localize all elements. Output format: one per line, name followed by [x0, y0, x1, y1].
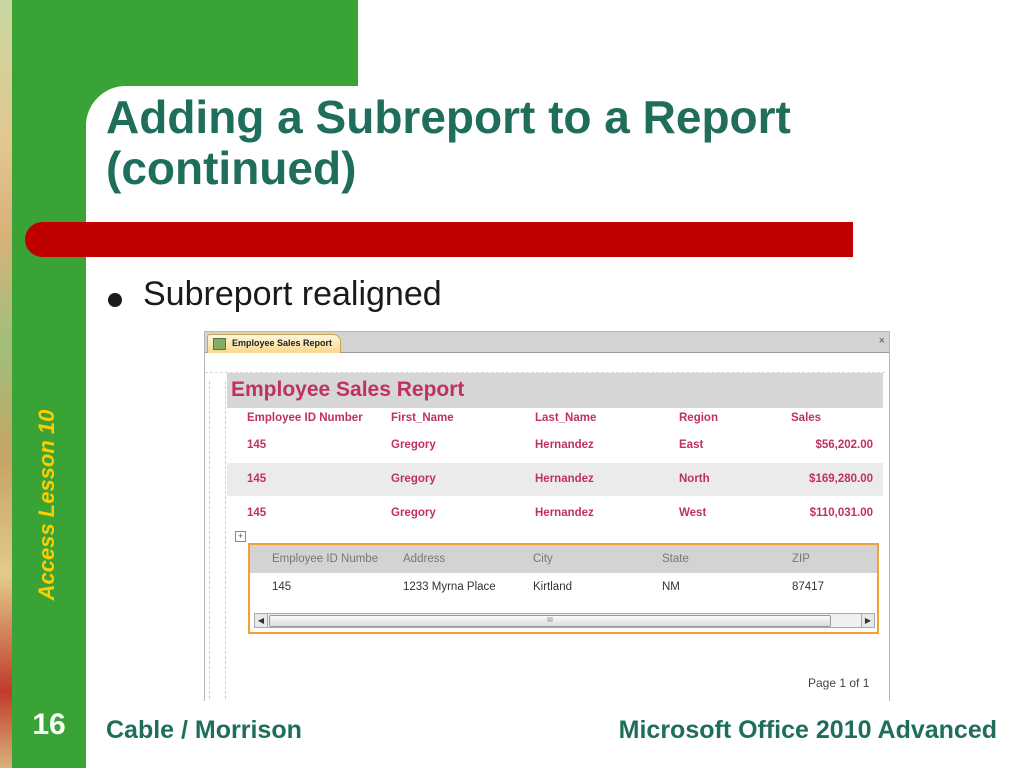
- report-tab-label: Employee Sales Report: [232, 338, 333, 348]
- report-icon: [213, 338, 226, 350]
- horizontal-scrollbar[interactable]: ◀ III ▶: [254, 613, 875, 628]
- report-row: 145 Gregory Hernandez West $110,031.00: [227, 497, 883, 530]
- top-green-band: [12, 0, 358, 86]
- sales-cell: $110,031.00: [809, 507, 873, 519]
- subreport-employee-id-cell: 145: [272, 581, 292, 593]
- subreport-zip-cell: 87417: [792, 581, 824, 593]
- subreport-city-cell: Kirtland: [533, 581, 572, 593]
- sales-cell: $169,280.00: [809, 473, 873, 485]
- report-tab[interactable]: Employee Sales Report: [207, 334, 341, 353]
- subreport-address-cell: 1233 Myrna Place: [403, 581, 496, 593]
- report-row: 145 Gregory Hernandez North $169,280.00: [227, 463, 883, 496]
- expand-icon[interactable]: +: [235, 531, 246, 542]
- subreport-header-state: State: [662, 553, 689, 565]
- report-canvas: Employee Sales Report Employee ID Number…: [205, 353, 889, 701]
- footer-course: Microsoft Office 2010 Advanced: [618, 716, 997, 744]
- region-cell: North: [679, 473, 710, 485]
- region-cell: West: [679, 507, 707, 519]
- subreport-header-zip: ZIP: [792, 553, 810, 565]
- close-icon[interactable]: ×: [878, 335, 885, 347]
- first-name-cell: Gregory: [391, 507, 436, 519]
- first-name-cell: Gregory: [391, 439, 436, 451]
- slide-number: 16: [32, 708, 66, 741]
- report-title: Employee Sales Report: [231, 378, 465, 401]
- document-tab-bar: Employee Sales Report ×: [205, 332, 889, 353]
- column-header-last-name: Last_Name: [535, 412, 597, 424]
- subreport-header-address: Address: [403, 553, 446, 565]
- subreport-header-employee-id: Employee ID Numbe: [272, 553, 379, 565]
- report-row: 145 Gregory Hernandez East $56,202.00: [227, 429, 883, 462]
- left-green-band: [12, 0, 86, 768]
- subreport-control[interactable]: Employee ID Numbe Address City State ZIP…: [248, 543, 879, 634]
- employee-id-cell: 145: [247, 473, 267, 485]
- guide-line: [225, 381, 226, 699]
- employee-id-cell: 145: [247, 507, 267, 519]
- decorative-photo-strip: [0, 0, 12, 768]
- sales-cell: $56,202.00: [815, 439, 873, 451]
- scroll-right-icon[interactable]: ▶: [861, 614, 874, 627]
- column-header-employee-id: Employee ID Number: [247, 412, 363, 424]
- guide-line: [205, 372, 885, 373]
- slide-title: Adding a Subreport to a Report (continue…: [106, 91, 791, 194]
- first-name-cell: Gregory: [391, 473, 436, 485]
- title-divider-bar: [25, 222, 853, 257]
- page-indicator: Page 1 of 1: [808, 676, 870, 690]
- lesson-side-label: Access Lesson 10: [19, 380, 75, 630]
- report-screenshot: Employee Sales Report × Employee Sales R…: [204, 331, 890, 701]
- bullet-icon: [108, 293, 122, 307]
- last-name-cell: Hernandez: [535, 473, 594, 485]
- guide-line: [209, 381, 210, 699]
- scroll-left-icon[interactable]: ◀: [255, 614, 268, 627]
- column-header-first-name: First_Name: [391, 412, 454, 424]
- subreport-state-cell: NM: [662, 581, 680, 593]
- report-header: Employee Sales Report: [227, 373, 883, 408]
- region-cell: East: [679, 439, 704, 451]
- last-name-cell: Hernandez: [535, 439, 594, 451]
- employee-id-cell: 145: [247, 439, 267, 451]
- scrollbar-thumb[interactable]: III: [269, 615, 831, 627]
- footer-authors: Cable / Morrison: [106, 716, 302, 744]
- subreport-header: Employee ID Numbe Address City State ZIP: [250, 545, 877, 573]
- column-header-sales: Sales: [791, 412, 822, 424]
- lesson-label-text: Access Lesson 10: [34, 409, 59, 601]
- column-header-region: Region: [679, 412, 718, 424]
- last-name-cell: Hernandez: [535, 507, 594, 519]
- bullet-text: Subreport realigned: [143, 275, 442, 313]
- subreport-header-city: City: [533, 553, 553, 565]
